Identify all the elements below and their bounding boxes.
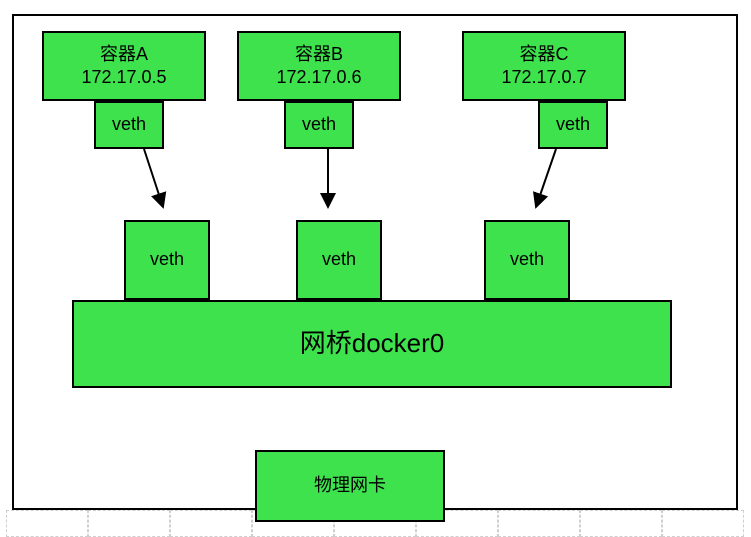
container-box: 容器A172.17.0.5 <box>42 31 206 101</box>
veth-bottom: veth <box>296 220 382 300</box>
veth-label: veth <box>150 248 184 271</box>
bridge-label: 网桥docker0 <box>300 327 445 361</box>
veth-bottom: veth <box>124 220 210 300</box>
veth-top: veth <box>538 101 608 149</box>
nic-label: 物理网卡 <box>314 474 386 497</box>
container-ip: 172.17.0.7 <box>501 66 586 89</box>
veth-label: veth <box>302 113 336 136</box>
container-box: 容器B172.17.0.6 <box>237 31 401 101</box>
container-name: 容器C <box>520 43 569 66</box>
container-box: 容器C172.17.0.7 <box>462 31 626 101</box>
veth-bottom: veth <box>484 220 570 300</box>
grid-cell <box>498 510 580 537</box>
grid-cell <box>580 510 662 537</box>
grid-cell <box>6 510 88 537</box>
veth-top: veth <box>94 101 164 149</box>
grid-cell <box>170 510 252 537</box>
veth-label: veth <box>556 113 590 136</box>
container-ip: 172.17.0.6 <box>276 66 361 89</box>
veth-label: veth <box>322 248 356 271</box>
veth-label: veth <box>510 248 544 271</box>
physical-nic: 物理网卡 <box>255 450 445 522</box>
container-ip: 172.17.0.5 <box>81 66 166 89</box>
diagram-canvas: 网桥docker0 容器A172.17.0.5 veth 容器B172.17.0.6 v… <box>0 0 751 537</box>
container-name: 容器B <box>295 43 343 66</box>
container-name: 容器A <box>100 43 148 66</box>
bridge-docker0: 网桥docker0 <box>72 300 672 388</box>
grid-cell <box>662 510 744 537</box>
veth-label: veth <box>112 113 146 136</box>
grid-cell <box>88 510 170 537</box>
veth-top: veth <box>284 101 354 149</box>
